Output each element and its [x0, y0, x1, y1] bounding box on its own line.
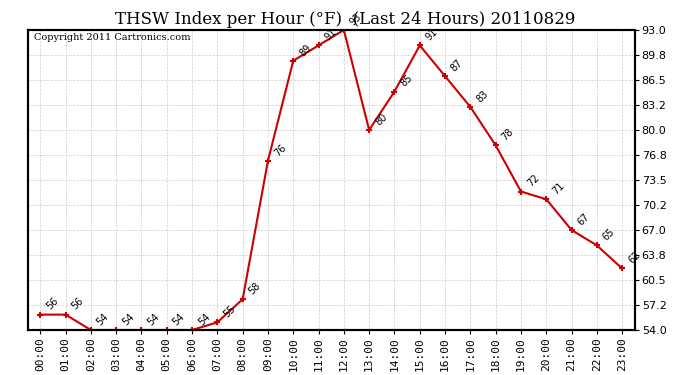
Text: 56: 56 — [70, 296, 86, 312]
Text: 55: 55 — [221, 304, 237, 320]
Text: THSW Index per Hour (°F)  (Last 24 Hours) 20110829: THSW Index per Hour (°F) (Last 24 Hours)… — [115, 11, 575, 28]
Text: 54: 54 — [95, 311, 111, 327]
Text: 65: 65 — [601, 227, 617, 243]
Text: 54: 54 — [196, 311, 212, 327]
Text: 89: 89 — [297, 42, 313, 58]
Text: 72: 72 — [525, 173, 541, 189]
Text: 58: 58 — [247, 280, 263, 297]
Text: 56: 56 — [44, 296, 60, 312]
Text: 93: 93 — [348, 12, 364, 27]
Text: 76: 76 — [272, 142, 288, 158]
Text: 54: 54 — [120, 311, 136, 327]
Text: 87: 87 — [449, 57, 465, 74]
Text: 91: 91 — [424, 27, 440, 43]
Text: 91: 91 — [323, 27, 339, 43]
Text: 71: 71 — [551, 181, 566, 196]
Text: 80: 80 — [373, 111, 389, 127]
Text: 78: 78 — [500, 127, 515, 142]
Text: 85: 85 — [399, 73, 415, 89]
Text: 62: 62 — [627, 250, 642, 266]
Text: Copyright 2011 Cartronics.com: Copyright 2011 Cartronics.com — [34, 33, 190, 42]
Text: 54: 54 — [171, 311, 187, 327]
Text: 83: 83 — [475, 88, 491, 104]
Text: 54: 54 — [146, 311, 161, 327]
Text: 67: 67 — [575, 211, 591, 227]
